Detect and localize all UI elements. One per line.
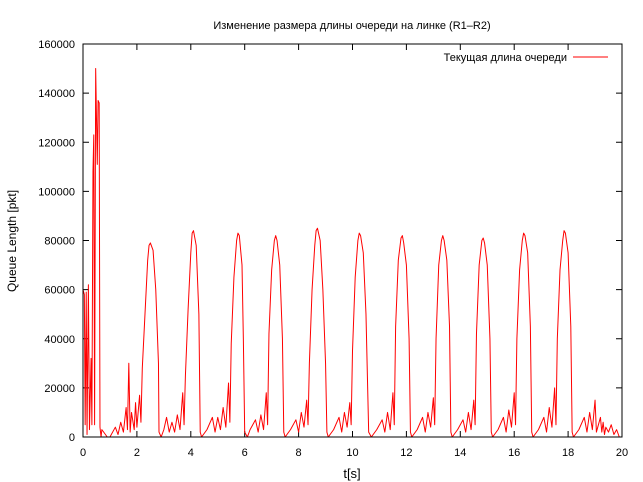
x-tick-label: 20 bbox=[616, 447, 628, 459]
series-layer bbox=[82, 68, 622, 438]
x-tick-label: 8 bbox=[296, 447, 302, 459]
y-tick-label: 140000 bbox=[38, 88, 75, 100]
x-tick-label: 4 bbox=[188, 447, 194, 459]
y-tick-label: 0 bbox=[69, 432, 75, 444]
x-tick-label: 10 bbox=[346, 447, 358, 459]
axis-ticks: 0 2 4 6 8 10 12 14 16 18 20 0 20000 40000 60000 80000 10… bbox=[38, 39, 628, 459]
y-tick-label: 160000 bbox=[38, 39, 75, 51]
y-tick-label: 20000 bbox=[44, 383, 75, 395]
x-tick-label: 14 bbox=[454, 447, 466, 459]
series-line-0 bbox=[82, 68, 622, 438]
y-axis-label: Queue Length [pkt] bbox=[5, 190, 19, 292]
legend: Текущая длина очереди bbox=[444, 52, 608, 64]
x-tick-label: 0 bbox=[80, 447, 86, 459]
y-tick-label: 80000 bbox=[44, 236, 75, 248]
x-tick-label: 6 bbox=[242, 447, 248, 459]
x-axis-label: t[s] bbox=[343, 466, 360, 481]
chart-title: Изменение размера длины очереди на линке… bbox=[213, 20, 490, 32]
legend-label: Текущая длина очереди bbox=[444, 52, 567, 64]
x-tick-label: 2 bbox=[134, 447, 140, 459]
y-tick-label: 120000 bbox=[38, 137, 75, 149]
x-tick-label: 12 bbox=[400, 447, 412, 459]
y-tick-label: 100000 bbox=[38, 186, 75, 198]
x-tick-label: 16 bbox=[508, 447, 520, 459]
y-tick-label: 40000 bbox=[44, 334, 75, 346]
y-tick-label: 60000 bbox=[44, 285, 75, 297]
x-tick-label: 18 bbox=[562, 447, 574, 459]
plot-frame bbox=[82, 43, 623, 438]
